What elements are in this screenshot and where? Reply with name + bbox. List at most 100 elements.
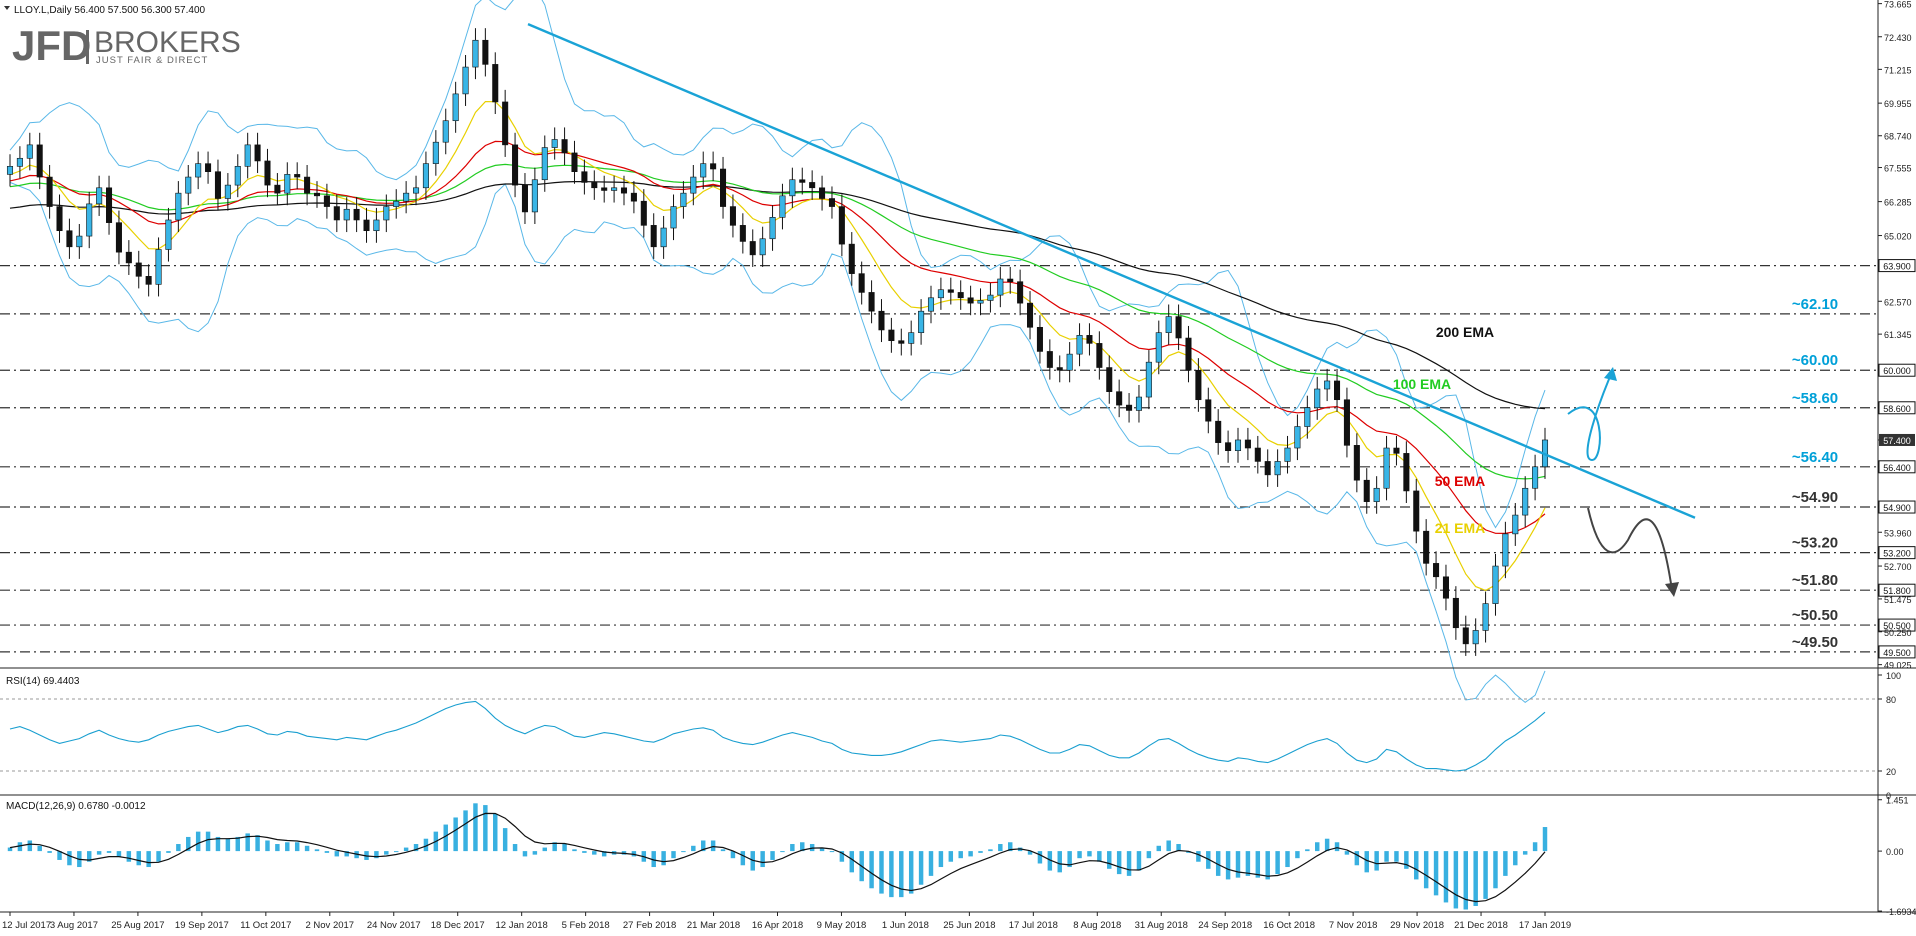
ema-label: 200 EMA: [1436, 324, 1494, 340]
macd-histogram-bar: [463, 810, 468, 852]
candle-body: [1334, 380, 1341, 401]
macd-histogram-bar: [889, 851, 894, 898]
macd-histogram-bar: [1166, 840, 1171, 852]
candle-body: [1056, 367, 1063, 371]
candle-body: [1442, 576, 1449, 599]
macd-histogram-bar: [275, 844, 280, 852]
logo-brokers: BROKERS: [94, 26, 241, 59]
candle-body: [254, 144, 261, 162]
level-axis-badge: [1878, 546, 1916, 560]
candle-body: [848, 243, 855, 274]
time-axis-label: 11 Oct 2017: [240, 920, 291, 931]
level-axis-badge: [1878, 618, 1916, 632]
macd-histogram-bar: [1344, 851, 1350, 855]
candle-body: [1452, 597, 1459, 629]
candle-body: [1373, 487, 1380, 502]
macd-histogram-bar: [928, 851, 934, 876]
macd-histogram-bar: [473, 803, 478, 852]
candle-body: [799, 179, 806, 183]
macd-histogram-bar: [1522, 851, 1528, 855]
candle-body: [224, 184, 231, 199]
price-axis-label: 51.475: [1884, 595, 1912, 605]
macd-histogram-bar: [1364, 851, 1369, 873]
candle-body: [383, 206, 390, 221]
candle-body: [125, 251, 132, 264]
candle-body: [908, 332, 915, 344]
candles: [6, 28, 1549, 656]
macd-histogram-bar: [215, 836, 221, 852]
candle-body: [858, 273, 865, 293]
macd-histogram-bar: [1176, 844, 1181, 852]
time-axis-label: 21 Dec 2018: [1454, 920, 1508, 931]
macd-histogram-bar: [37, 845, 42, 852]
price-axis-label: 61.345: [1884, 330, 1912, 340]
candle-body: [1363, 479, 1370, 502]
level-axis-label: 63.900: [1883, 262, 1911, 272]
macd-histogram-bar: [1483, 851, 1488, 899]
time-axis-label: 31 Aug 2018: [1135, 920, 1188, 931]
macd-histogram-bar: [1215, 851, 1221, 876]
candle-body: [1274, 461, 1281, 476]
level-axis-label: 54.900: [1883, 503, 1911, 513]
macd-histogram-bar: [423, 838, 429, 852]
macd-histogram-bar: [1384, 851, 1389, 862]
candle-body: [313, 192, 321, 197]
candle-body: [581, 171, 588, 183]
candle-body: [521, 184, 528, 213]
candle-body: [918, 310, 925, 333]
candle-body: [86, 203, 93, 237]
candle-body: [393, 200, 400, 207]
time-axis-label: 12 Jul 2017: [2, 920, 51, 931]
macd-histogram-bar: [869, 851, 874, 889]
price-axis-label: 49.025: [1884, 661, 1912, 671]
candle-body: [1244, 439, 1251, 449]
rsi-axis-label: 20: [1886, 767, 1896, 777]
macd-histogram-bar: [443, 824, 448, 852]
macd-histogram-bar: [562, 844, 567, 852]
candle-body: [36, 144, 43, 178]
candle-body: [175, 192, 182, 221]
candle-body: [1086, 335, 1093, 344]
last-price-label: 57.400: [1883, 436, 1911, 446]
candle-body: [1264, 461, 1271, 476]
level-annotation: ~56.40: [1792, 449, 1838, 466]
price-axis-label: 53.960: [1884, 528, 1912, 538]
macd-histogram-bar: [1503, 851, 1508, 876]
collapse-triangle-icon[interactable]: [4, 6, 10, 10]
time-axis-label: 8 Aug 2018: [1073, 920, 1121, 931]
macd-histogram-bar: [839, 851, 845, 862]
rsi-axis-label: 100: [1886, 671, 1901, 681]
candle-body: [1116, 391, 1123, 406]
macd-histogram-bar: [255, 835, 260, 852]
macd-histogram-bar: [512, 844, 518, 852]
candle-body: [927, 297, 935, 312]
candle-body: [1433, 563, 1440, 578]
candle-body: [690, 176, 697, 194]
macd-histogram-bar: [691, 845, 696, 852]
candle-body: [1175, 316, 1182, 339]
candle-body: [878, 310, 885, 331]
logo-jfd: JFD: [12, 22, 91, 69]
ema-label: 50 EMA: [1435, 473, 1486, 489]
candle-body: [838, 206, 845, 245]
time-axis-label: 24 Nov 2017: [367, 920, 421, 931]
macd-histogram-bar: [1136, 851, 1142, 871]
macd-histogram-bar: [205, 831, 211, 852]
candle-body: [1532, 466, 1539, 489]
macd-histogram-bar: [1324, 838, 1330, 852]
time-axis-label: 17 Jan 2019: [1519, 920, 1571, 931]
candle-body: [1383, 447, 1390, 489]
macd-histogram-bar: [1334, 842, 1340, 852]
macd-histogram-bar: [849, 851, 855, 873]
macd-histogram-bar: [938, 851, 944, 868]
bearish-arrow-head-icon: [1665, 582, 1679, 597]
jfd-brokers-logo: JFD BROKERS JUST FAIR & DIRECT: [12, 22, 241, 69]
candle-body: [6, 166, 14, 175]
candle-body: [1294, 426, 1301, 449]
candle-body: [591, 182, 598, 189]
candle-body: [967, 297, 974, 304]
candle-body: [779, 195, 786, 218]
macd-histogram-bar: [1116, 851, 1122, 875]
